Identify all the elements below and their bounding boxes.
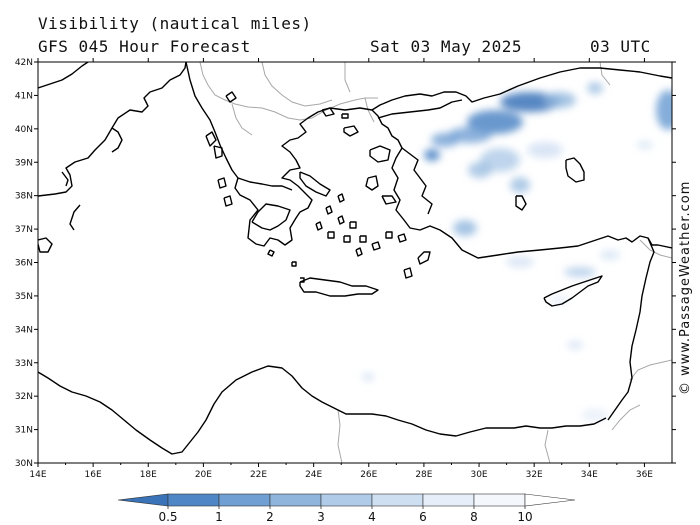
lat-label: 33N — [15, 359, 33, 369]
lon-label: 36E — [636, 470, 653, 480]
colorbar-label: 3 — [317, 510, 325, 524]
lon-label: 28E — [415, 470, 432, 480]
lon-label: 20E — [195, 470, 212, 480]
lat-label: 36N — [15, 259, 33, 269]
lat-label: 40N — [15, 125, 33, 135]
lon-label: 22E — [250, 470, 267, 480]
lon-label: 24E — [305, 470, 322, 480]
colorbar-label: 2 — [266, 510, 274, 524]
colorbar-label: 6 — [419, 510, 427, 524]
lat-label: 39N — [15, 158, 33, 168]
colorbar-segment — [218, 493, 271, 507]
map-title: Visibility (nautical miles) — [38, 14, 312, 33]
colorbar-segment — [320, 493, 373, 507]
coastlines — [38, 62, 672, 455]
forecast-date: Sat 03 May 2025 — [370, 37, 522, 56]
forecast-label: GFS 045 Hour Forecast — [38, 37, 251, 56]
colorbar-under-arrow — [117, 493, 169, 507]
lon-label: 30E — [470, 470, 487, 480]
map-frame — [37, 61, 673, 464]
lat-label: 34N — [15, 325, 33, 335]
colorbar-label: 0.5 — [158, 510, 177, 524]
lat-label: 32N — [15, 392, 33, 402]
colorbar-over-arrow — [524, 493, 576, 507]
lon-label: 32E — [526, 470, 543, 480]
colorbar-segment — [167, 493, 220, 507]
colorbar-label: 4 — [368, 510, 376, 524]
lon-label: 14E — [29, 470, 46, 480]
colorbar-label: 1 — [215, 510, 223, 524]
visibility-colorbar: 0.5 1 2 3 4 6 8 10 — [117, 493, 576, 524]
lat-label: 35N — [15, 292, 33, 302]
visibility-patches — [362, 82, 672, 421]
lat-label: 38N — [15, 192, 33, 202]
colorbar-segment — [371, 493, 424, 507]
longitude-axis: 14E 16E 18E 20E 22E 24E 26E 28E 30E 32E 34E 36E — [29, 58, 653, 480]
lon-label: 16E — [85, 470, 102, 480]
lat-label: 30N — [15, 459, 33, 469]
colorbar-label: 8 — [470, 510, 478, 524]
colorbar-segment — [269, 493, 322, 507]
lon-label: 34E — [581, 470, 598, 480]
lat-label: 31N — [15, 426, 33, 436]
country-borders — [199, 62, 672, 463]
colorbar-segment — [422, 493, 475, 507]
lat-label: 42N — [15, 58, 33, 68]
lat-label: 41N — [15, 91, 33, 101]
forecast-time: 03 UTC — [590, 37, 651, 56]
lon-label: 26E — [360, 470, 377, 480]
colorbar-segment — [473, 493, 526, 507]
lon-label: 18E — [140, 470, 157, 480]
lat-label: 37N — [15, 225, 33, 235]
colorbar-label: 10 — [517, 510, 532, 524]
latitude-axis: 42N 41N 40N 39N 38N 37N 36N 35N 34N 33N 32N 31N 30N — [15, 58, 676, 469]
